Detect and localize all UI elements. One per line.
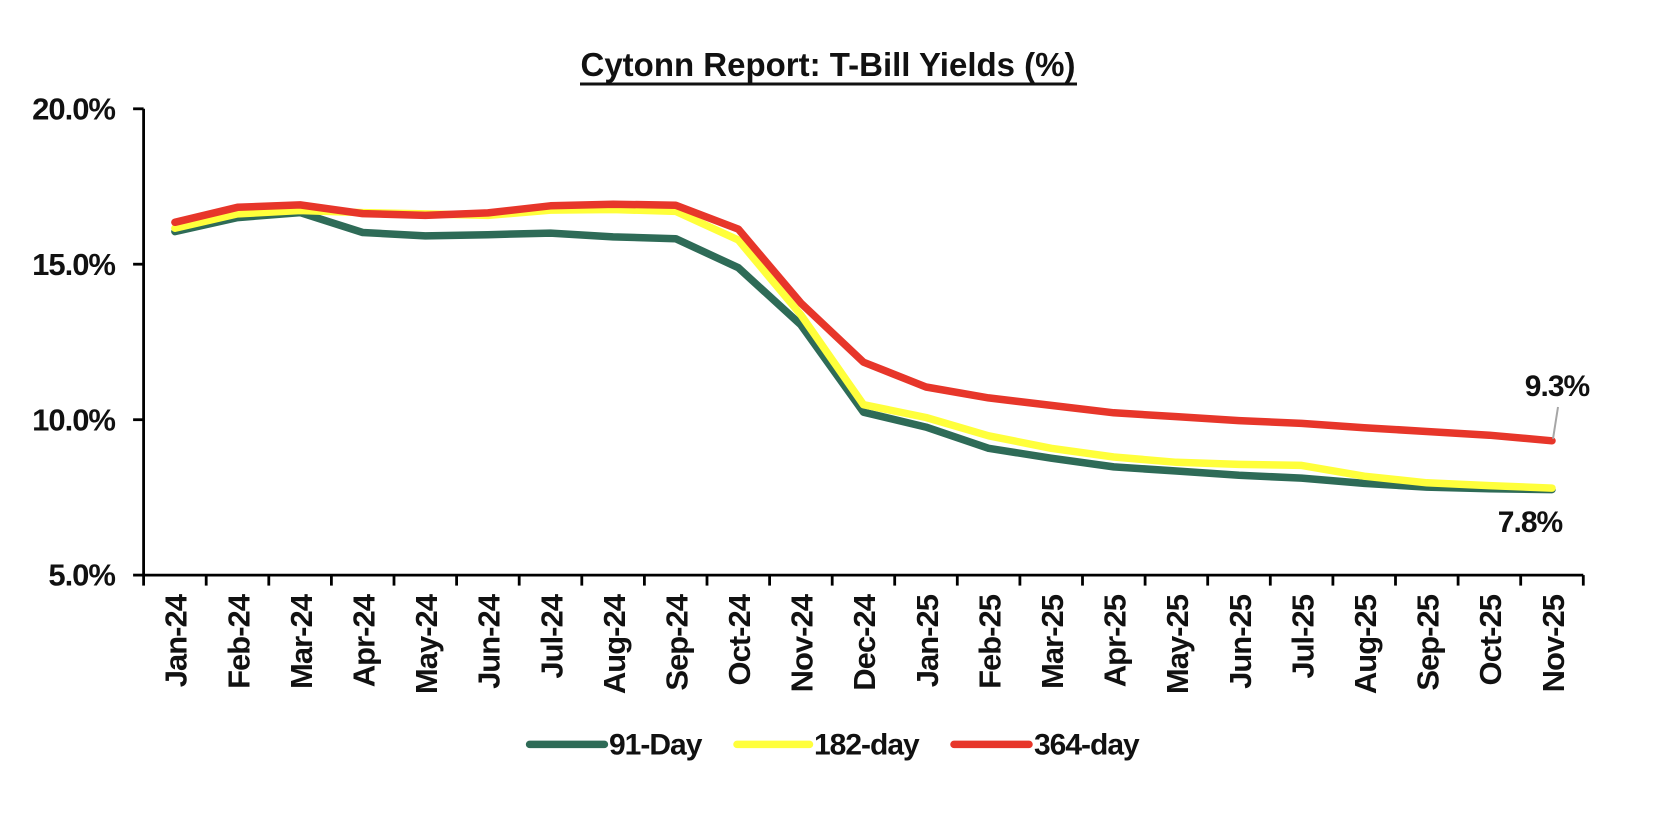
svg-text:Apr-24: Apr-24 (347, 593, 382, 687)
svg-text:Aug-24: Aug-24 (597, 593, 632, 694)
svg-text:Jun-25: Jun-25 (1223, 594, 1258, 689)
svg-text:Sep-24: Sep-24 (660, 593, 695, 690)
svg-text:Nov-25: Nov-25 (1536, 594, 1571, 692)
svg-text:Oct-25: Oct-25 (1473, 594, 1508, 685)
svg-text:Jan-25: Jan-25 (910, 594, 945, 687)
svg-text:Jan-24: Jan-24 (159, 593, 194, 687)
svg-text:Jul-25: Jul-25 (1285, 594, 1320, 678)
svg-text:Sep-25: Sep-25 (1411, 594, 1446, 690)
svg-text:May-25: May-25 (1160, 594, 1195, 694)
svg-text:Jun-24: Jun-24 (472, 593, 507, 689)
svg-text:Mar-25: Mar-25 (1035, 594, 1070, 689)
svg-text:Nov-24: Nov-24 (785, 593, 820, 692)
svg-text:15.0%: 15.0% (32, 247, 115, 282)
svg-text:May-24: May-24 (409, 593, 444, 694)
svg-text:182-day: 182-day (814, 728, 920, 761)
svg-text:Dec-24: Dec-24 (847, 593, 882, 690)
svg-text:5.0%: 5.0% (48, 558, 115, 593)
svg-text:Apr-25: Apr-25 (1098, 594, 1133, 687)
svg-text:Mar-24: Mar-24 (284, 593, 319, 689)
svg-text:364-day: 364-day (1034, 728, 1140, 761)
svg-text:Feb-24: Feb-24 (221, 593, 256, 689)
svg-text:Feb-25: Feb-25 (972, 594, 1007, 689)
svg-text:Aug-25: Aug-25 (1348, 594, 1383, 694)
svg-text:9.3%: 9.3% (1525, 370, 1590, 403)
svg-text:Oct-24: Oct-24 (722, 593, 757, 685)
svg-text:20.0%: 20.0% (32, 91, 115, 126)
svg-text:7.8%: 7.8% (1498, 506, 1563, 539)
svg-text:Jul-24: Jul-24 (534, 593, 569, 678)
svg-text:Cytonn Report: T-Bill Yields (: Cytonn Report: T-Bill Yields (%) (580, 46, 1075, 83)
svg-text:91-Day: 91-Day (609, 728, 703, 761)
svg-text:10.0%: 10.0% (32, 402, 115, 437)
